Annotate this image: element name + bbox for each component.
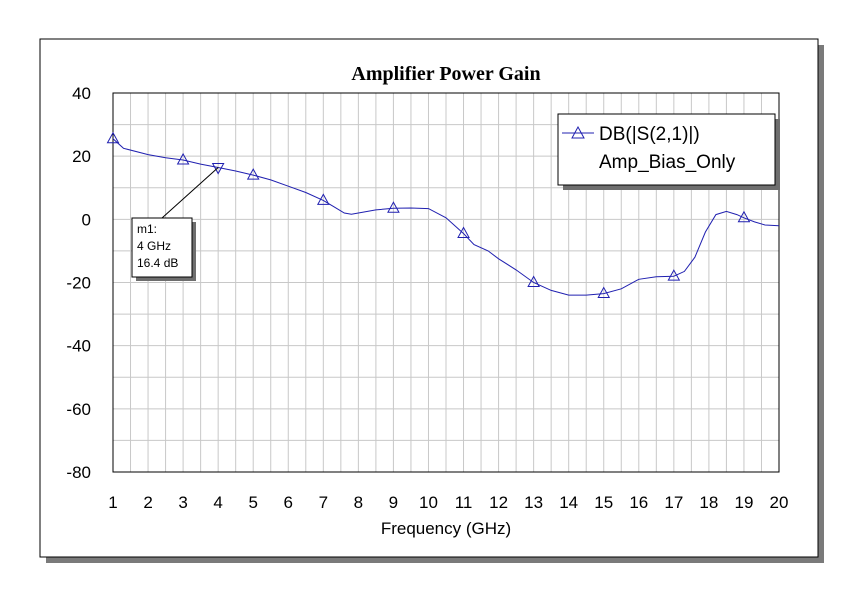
data-point-marker xyxy=(457,226,470,239)
y-tick-label: 20 xyxy=(72,147,91,166)
x-tick-label: 19 xyxy=(734,493,753,512)
x-axis-label: Frequency (GHz) xyxy=(381,519,511,538)
x-tick-label: 3 xyxy=(178,493,187,512)
x-tick-label: 18 xyxy=(699,493,718,512)
y-tick-label: -80 xyxy=(66,463,91,482)
x-tick-label: 7 xyxy=(319,493,328,512)
legend-triangle-marker xyxy=(571,125,585,139)
x-tick-label: 14 xyxy=(559,493,578,512)
series-line xyxy=(112,138,780,296)
legend-series-name: DB(|S(2,1)|) xyxy=(599,124,700,145)
x-tick-label: 5 xyxy=(248,493,257,512)
x-tick-label: 15 xyxy=(594,493,613,512)
y-tick-label: 40 xyxy=(72,84,91,103)
x-tick-label: 6 xyxy=(284,493,293,512)
plot-area xyxy=(112,92,780,473)
x-tick-label: 2 xyxy=(143,493,152,512)
data-point-marker xyxy=(246,168,260,180)
legend: DB(|S(2,1)|) Amp_Bias_Only xyxy=(557,113,780,190)
x-tick-label: 1 xyxy=(108,493,117,512)
annotation-line-2: 4 GHz xyxy=(137,239,171,253)
grid-layer xyxy=(113,93,779,472)
data-point-marker xyxy=(316,193,330,205)
data-point-marker xyxy=(667,269,681,281)
data-point-marker xyxy=(597,286,611,299)
data-point-marker xyxy=(387,201,400,213)
legend-box xyxy=(557,113,776,186)
chart-title: Amplifier Power Gain xyxy=(351,63,540,85)
y-tick-label: -40 xyxy=(66,337,91,356)
data-point-marker xyxy=(176,152,190,165)
x-tick-label: 17 xyxy=(664,493,683,512)
x-tick-label: 13 xyxy=(524,493,543,512)
x-tick-label: 10 xyxy=(419,493,438,512)
data-point-marker xyxy=(106,131,120,144)
annotation-line-1: m1: xyxy=(137,222,157,236)
data-point-marker xyxy=(527,275,540,287)
y-tick-label: -60 xyxy=(66,400,91,419)
data-point-marker xyxy=(737,210,751,223)
y-tick-labels: 40 20 0 -20 -40 -60 -80 xyxy=(66,84,91,482)
annotation-leader-line xyxy=(161,167,219,219)
x-tick-label: 12 xyxy=(489,493,508,512)
x-tick-label: 16 xyxy=(629,493,648,512)
annotation-box xyxy=(131,217,193,278)
y-tick-label: 0 xyxy=(82,210,91,229)
x-tick-label: 11 xyxy=(455,493,473,512)
x-tick-label: 8 xyxy=(354,493,363,512)
x-tick-labels: 1 2 3 4 5 6 7 8 9 10 11 12 13 14 15 16 17 18 19 20 xyxy=(108,493,788,512)
marker-annotation[interactable]: m1: 4 GHz 16.4 dB xyxy=(131,167,219,281)
series-layer xyxy=(106,131,780,299)
y-tick-label: -20 xyxy=(66,274,91,293)
x-tick-label: 4 xyxy=(213,493,222,512)
x-tick-label: 9 xyxy=(389,493,398,512)
x-tick-label: 20 xyxy=(770,493,789,512)
annotation-line-3: 16.4 dB xyxy=(137,256,178,270)
legend-series-subname: Amp_Bias_Only xyxy=(599,152,736,173)
marker-m1-point[interactable] xyxy=(211,163,225,175)
